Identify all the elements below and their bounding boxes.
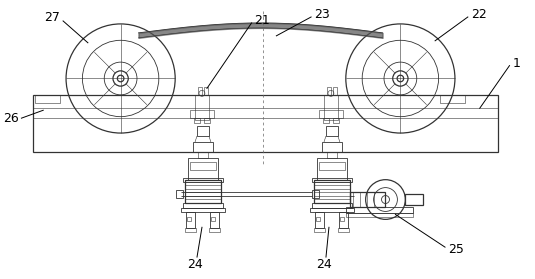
Text: 26: 26 xyxy=(3,112,18,125)
Bar xyxy=(312,190,319,198)
Bar xyxy=(181,208,225,212)
Text: 1: 1 xyxy=(513,57,521,70)
Bar xyxy=(186,212,195,228)
Text: 21: 21 xyxy=(255,15,270,27)
Text: 22: 22 xyxy=(471,8,486,21)
Bar xyxy=(204,87,208,95)
Bar xyxy=(340,217,344,221)
Bar xyxy=(193,142,213,152)
Text: 24: 24 xyxy=(187,258,203,271)
Bar xyxy=(315,212,324,228)
Bar xyxy=(195,95,209,120)
Bar xyxy=(406,194,423,205)
Text: 23: 23 xyxy=(314,8,330,21)
Bar xyxy=(176,190,183,198)
Bar xyxy=(346,208,413,213)
Bar xyxy=(187,217,191,221)
Bar xyxy=(197,126,209,136)
Bar xyxy=(185,180,221,203)
Bar xyxy=(183,203,223,208)
Bar xyxy=(35,95,60,103)
Bar xyxy=(312,178,352,182)
Bar xyxy=(190,162,216,170)
Bar xyxy=(317,158,347,180)
Bar xyxy=(198,152,208,158)
Bar xyxy=(319,162,345,170)
Bar xyxy=(198,87,202,95)
Bar xyxy=(33,95,498,152)
Bar xyxy=(324,95,338,120)
Bar xyxy=(314,180,350,203)
Bar xyxy=(327,87,331,95)
Bar xyxy=(194,118,200,123)
Bar xyxy=(310,208,354,212)
Bar xyxy=(333,87,337,95)
Bar xyxy=(316,217,320,221)
Text: 27: 27 xyxy=(44,11,60,25)
Bar xyxy=(188,158,218,180)
Bar xyxy=(209,228,220,232)
Bar xyxy=(210,212,219,228)
Bar xyxy=(204,118,210,123)
Bar xyxy=(346,213,413,217)
Bar xyxy=(323,118,329,123)
Bar xyxy=(185,228,196,232)
Bar xyxy=(327,152,337,158)
Text: 24: 24 xyxy=(316,258,332,271)
Bar xyxy=(326,126,338,136)
Bar xyxy=(350,192,386,208)
Bar xyxy=(312,203,352,208)
Bar xyxy=(319,110,343,118)
Bar xyxy=(440,95,465,103)
Bar xyxy=(333,118,339,123)
Bar xyxy=(183,178,223,182)
Bar xyxy=(211,217,215,221)
Bar xyxy=(339,212,348,228)
Bar xyxy=(322,142,342,152)
Text: 25: 25 xyxy=(448,243,464,256)
Bar xyxy=(338,228,349,232)
Bar xyxy=(190,110,214,118)
Bar xyxy=(314,228,325,232)
